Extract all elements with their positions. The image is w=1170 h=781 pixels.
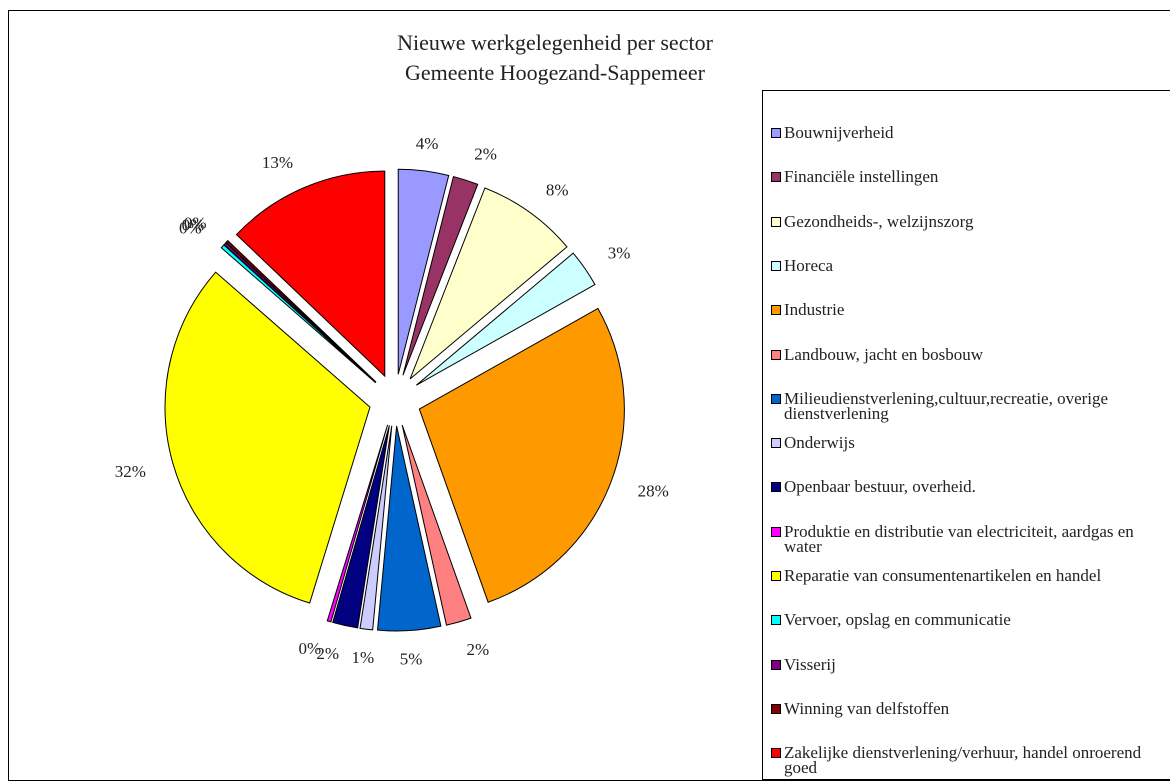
legend-item: Vervoer, opslag en communicatie: [771, 610, 1170, 630]
legend-label: Financiële instellingen: [784, 167, 939, 187]
legend-label: Openbaar bestuur, overheid.: [784, 477, 976, 497]
data-label: 32%: [115, 462, 146, 481]
legend-swatch: [771, 526, 781, 537]
data-label: 3%: [608, 243, 631, 262]
legend-item: Financiële instellingen: [771, 167, 1170, 187]
legend-item: Landbouw, jacht en bosbouw: [771, 344, 1170, 364]
data-label: 5%: [400, 649, 423, 668]
pie-slice: [402, 175, 479, 376]
legend-swatch: [771, 703, 781, 714]
legend-label: Milieudienstverlening,cultuur,recreatie,…: [784, 388, 1109, 423]
legend-label: Winning van delfstoffen: [784, 698, 950, 718]
legend-swatch: [771, 393, 781, 404]
legend-item: Milieudienstverlening,cultuur,recreatie,…: [771, 388, 1170, 423]
data-label: 2%: [467, 640, 490, 659]
pie-slice: [235, 170, 386, 378]
pie-slice: [225, 239, 377, 383]
pie-slice: [326, 424, 389, 623]
legend-label: Reparatie van consumentenartikelen en ha…: [784, 566, 1102, 585]
pie-slice: [332, 425, 390, 629]
legend-item: Onderwijs: [771, 433, 1170, 453]
legend-swatch: [771, 349, 781, 360]
data-label: 28%: [638, 482, 669, 501]
legend-item: Horeca: [771, 255, 1170, 275]
legend-label: Industrie: [784, 300, 845, 320]
legend-swatch: [771, 305, 781, 316]
legend-label: Bouwnijverheid: [784, 123, 894, 142]
legend-item: Winning van delfstoffen: [771, 698, 1170, 718]
legend-label: Onderwijs: [784, 433, 855, 453]
legend-swatch: [771, 615, 781, 626]
legend-swatch: [771, 482, 781, 493]
legend-swatch: [771, 748, 781, 759]
legend-label: Gezondheids-, welzijnszorg: [784, 211, 974, 231]
legend: Bouwnijverheid Financiële instellingen Gez…: [762, 90, 1170, 780]
pie-slice: [409, 187, 568, 380]
pie-slice: [397, 168, 450, 375]
data-label: 2%: [474, 144, 497, 163]
chart-title: Nieuwe werkgelegenheid per sector: [397, 30, 713, 55]
pie-slice: [416, 252, 596, 386]
pie-slice: [376, 425, 442, 632]
legend-label: Horeca: [784, 255, 834, 275]
legend-item: Produktie en distributie van electricite…: [771, 521, 1170, 556]
legend-label: Visserij: [784, 654, 836, 674]
legend-swatch: [771, 438, 781, 449]
legend-item: Bouwnijverheid: [771, 123, 1170, 142]
data-label: 0%: [298, 639, 321, 658]
pie-slice: [418, 307, 625, 603]
legend-item: Openbaar bestuur, overheid.: [771, 477, 1170, 497]
data-label: 0%: [179, 219, 202, 238]
pie-slice: [164, 271, 371, 604]
data-label: 4%: [416, 134, 439, 153]
legend-label: Landbouw, jacht en bosbouw: [784, 344, 984, 364]
legend-swatch: [771, 659, 781, 670]
legend-swatch: [771, 260, 781, 271]
legend-label: Vervoer, opslag en communicatie: [784, 610, 1011, 630]
legend-swatch: [771, 571, 781, 581]
legend-item: Reparatie van consumentenartikelen en ha…: [771, 566, 1170, 585]
pie-slice: [359, 425, 393, 631]
legend-item: Visserij: [771, 654, 1170, 674]
chart-subtitle: Gemeente Hoogezand-Sappemeer: [405, 60, 706, 85]
data-label: 13%: [262, 153, 293, 172]
data-label: 1%: [352, 648, 375, 667]
legend-swatch: [771, 216, 781, 227]
legend-swatch: [771, 128, 781, 138]
pie-slice: [401, 424, 472, 626]
legend-item: Industrie: [771, 300, 1170, 320]
data-label: 0%: [184, 213, 207, 232]
legend-swatch: [771, 172, 781, 183]
legend-label: Produktie en distributie van electricite…: [784, 521, 1134, 556]
data-label: 2%: [316, 644, 339, 663]
data-label: 0%: [182, 216, 205, 235]
legend-item: Gezondheids-, welzijnszorg: [771, 211, 1170, 231]
data-label: 8%: [546, 181, 569, 200]
